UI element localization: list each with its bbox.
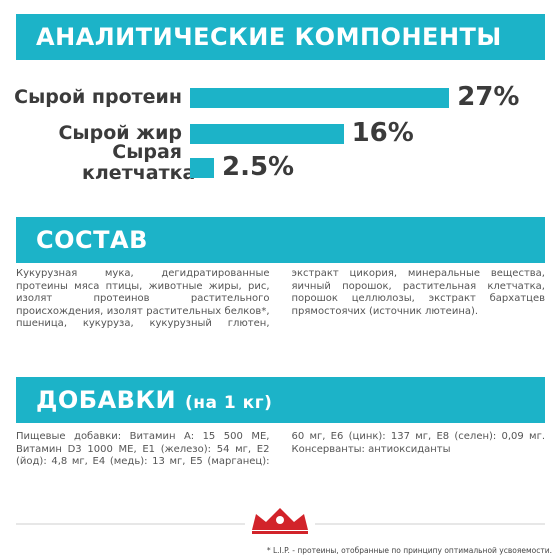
footnote: * L.I.P. - протеины, отобранные по принц… bbox=[266, 546, 552, 555]
composition-text: Кукурузная мука, дегидратированные проте… bbox=[16, 268, 545, 329]
section-header: СОСТАВ bbox=[16, 217, 545, 263]
additives-text: Пищевые добавки: Витамин A: 15 500 МЕ, В… bbox=[16, 431, 545, 467]
bar bbox=[190, 88, 450, 108]
value-label: 16% bbox=[351, 118, 414, 148]
bar bbox=[190, 124, 344, 144]
title: ДОБАВКИ bbox=[36, 386, 177, 414]
category-label: Сырая клетчатка bbox=[82, 141, 196, 184]
bar bbox=[190, 158, 214, 178]
section-header: ДОБАВКИ (на 1 кг) bbox=[16, 377, 545, 423]
section-header: АНАЛИТИЧЕСКИЕ КОМПОНЕНТЫ bbox=[16, 14, 545, 60]
category-label: Сырой жир bbox=[58, 122, 182, 144]
value-label: 2.5% bbox=[222, 152, 295, 182]
subtitle: (на 1 кг) bbox=[185, 393, 273, 413]
brand-logo bbox=[16, 508, 545, 536]
value-label: 27% bbox=[457, 82, 520, 112]
category-label: Сырой протеин bbox=[14, 86, 182, 108]
